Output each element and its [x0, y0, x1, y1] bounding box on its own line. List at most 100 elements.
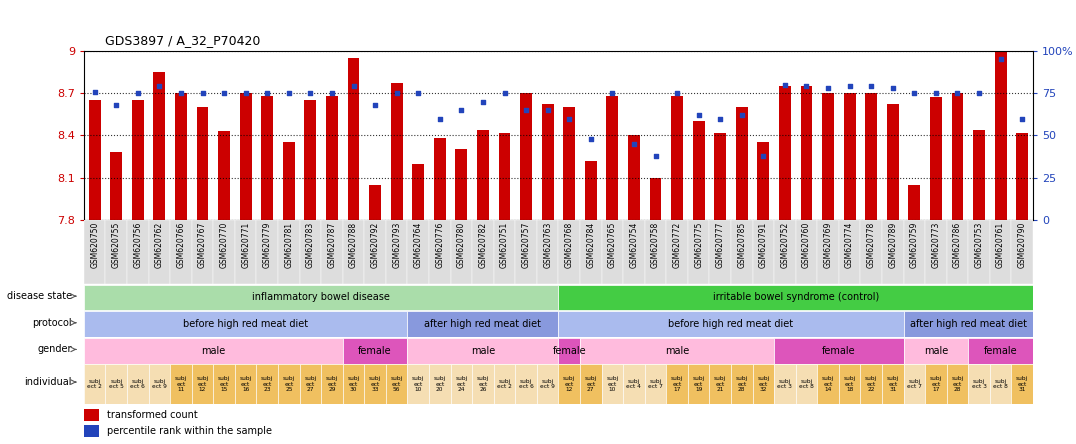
Text: after high red meat diet: after high red meat diet [424, 319, 541, 329]
Text: GSM620772: GSM620772 [672, 222, 681, 268]
Text: subj
ect
32: subj ect 32 [758, 376, 769, 392]
Text: GSM620788: GSM620788 [349, 222, 358, 268]
Text: subj
ect
31: subj ect 31 [887, 376, 898, 392]
Text: GSM620764: GSM620764 [414, 222, 423, 268]
Bar [256, 365, 278, 404]
Text: female: female [983, 346, 1018, 356]
Bar [84, 220, 105, 284]
Point [668, 90, 685, 97]
Bar [520, 93, 532, 220]
Bar [968, 220, 990, 284]
Bar [795, 220, 818, 284]
Bar [904, 365, 925, 404]
Text: subj
ect 7: subj ect 7 [907, 379, 922, 389]
Text: subj
ect 2: subj ect 2 [497, 379, 512, 389]
Text: subj
ect
26: subj ect 26 [477, 376, 490, 392]
Point [151, 83, 168, 90]
Text: male: male [471, 346, 495, 356]
Point [280, 90, 297, 97]
Bar [84, 365, 105, 404]
Text: subj
ect 3: subj ect 3 [778, 379, 792, 389]
Point [863, 83, 880, 90]
Text: subj
ect
28: subj ect 28 [736, 376, 748, 392]
Bar [558, 365, 580, 404]
Bar [515, 365, 537, 404]
Bar [774, 220, 795, 284]
Bar [386, 365, 408, 404]
Text: GSM620774: GSM620774 [845, 222, 854, 268]
Bar [127, 365, 148, 404]
Text: subj
ect 8: subj ect 8 [993, 379, 1008, 389]
Text: transformed count: transformed count [108, 410, 198, 420]
Bar [558, 311, 904, 337]
Bar [558, 220, 580, 284]
Text: GSM620790: GSM620790 [1018, 222, 1027, 268]
Bar [515, 220, 537, 284]
Bar [839, 220, 861, 284]
Bar [84, 285, 558, 310]
Text: subj
ect
12: subj ect 12 [563, 376, 576, 392]
Text: male: male [924, 346, 948, 356]
Text: subj
ect
24: subj ect 24 [455, 376, 467, 392]
Bar [472, 220, 494, 284]
Bar [947, 220, 968, 284]
Text: GSM620750: GSM620750 [90, 222, 99, 268]
Bar [1011, 220, 1033, 284]
Bar [408, 220, 429, 284]
Bar [645, 220, 666, 284]
Text: subj
ect
22: subj ect 22 [865, 376, 877, 392]
Text: GSM620763: GSM620763 [543, 222, 552, 268]
Point [237, 90, 254, 97]
Bar [408, 338, 558, 364]
Text: subj
ect
10: subj ect 10 [606, 376, 619, 392]
Bar [148, 365, 170, 404]
Text: subj
ect 8: subj ect 8 [799, 379, 813, 389]
Text: GDS3897 / A_32_P70420: GDS3897 / A_32_P70420 [105, 34, 260, 47]
Point [475, 98, 492, 105]
Text: subj
ect
33: subj ect 33 [369, 376, 381, 392]
Bar [170, 365, 192, 404]
Bar [990, 365, 1011, 404]
Text: subj
ect 3: subj ect 3 [972, 379, 987, 389]
Bar [752, 365, 774, 404]
Point [129, 90, 146, 97]
Bar [693, 121, 705, 220]
Bar [580, 365, 601, 404]
Text: subj
ect
17: subj ect 17 [671, 376, 683, 392]
Bar [731, 220, 752, 284]
Point [906, 90, 923, 97]
Bar [645, 365, 666, 404]
Bar [882, 220, 904, 284]
Bar [925, 220, 947, 284]
Text: subj
ect
27: subj ect 27 [305, 376, 316, 392]
Text: GSM620792: GSM620792 [370, 222, 380, 268]
Text: GSM620769: GSM620769 [823, 222, 833, 268]
Bar [213, 365, 235, 404]
Bar [688, 365, 709, 404]
Text: subj
ect 6: subj ect 6 [519, 379, 534, 389]
Text: before high red meat diet: before high red meat diet [183, 319, 308, 329]
Text: subj
ect
11: subj ect 11 [175, 376, 187, 392]
Point [949, 90, 966, 97]
Bar [774, 338, 904, 364]
Text: GSM620760: GSM620760 [802, 222, 811, 268]
Bar [709, 365, 731, 404]
Text: GSM620779: GSM620779 [263, 222, 272, 268]
Text: subj
ect
56: subj ect 56 [391, 376, 402, 392]
Text: subj
ect
23: subj ect 23 [261, 376, 273, 392]
Bar [105, 365, 127, 404]
Point [539, 107, 556, 114]
Bar [127, 220, 148, 284]
Bar [822, 93, 834, 220]
Text: disease state: disease state [6, 291, 72, 301]
Text: GSM620755: GSM620755 [112, 222, 121, 268]
Point [86, 88, 103, 95]
Text: GSM620778: GSM620778 [866, 222, 876, 268]
Bar [278, 365, 299, 404]
Bar [498, 133, 510, 220]
Bar [795, 365, 818, 404]
Text: subj
ect
29: subj ect 29 [326, 376, 338, 392]
Bar [434, 138, 445, 220]
Bar [261, 96, 273, 220]
Bar [412, 163, 424, 220]
